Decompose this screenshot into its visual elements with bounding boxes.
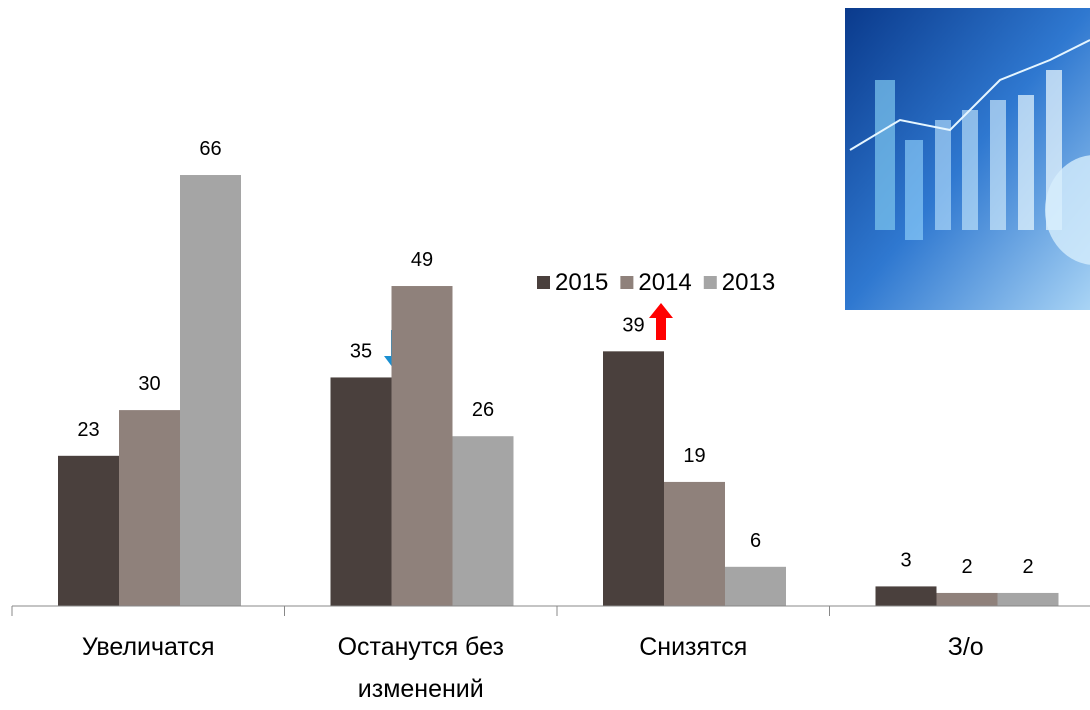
data-label: 26: [472, 399, 494, 421]
legend-swatch: [703, 276, 717, 289]
legend-label: 2015: [555, 269, 608, 296]
bar: [664, 481, 725, 606]
data-label: 6: [750, 530, 761, 552]
bar: [58, 455, 119, 606]
x-tick-label: Останутся без изменений: [337, 633, 504, 703]
data-label: 23: [77, 419, 99, 441]
data-label: 30: [138, 373, 160, 395]
x-tick-label: З/о: [947, 633, 984, 661]
legend-label: 2014: [638, 269, 691, 296]
bar: [391, 286, 453, 606]
data-label: 35: [350, 340, 372, 362]
bar: [119, 410, 180, 606]
bar: [452, 436, 514, 606]
x-tick-label: Снизятся: [639, 633, 748, 661]
bar: [725, 566, 786, 606]
data-label: 2: [1022, 556, 1033, 578]
up-arrow: [649, 303, 673, 340]
bar: [997, 592, 1059, 606]
data-label: 66: [199, 138, 221, 160]
bar: [875, 586, 937, 606]
legend-swatch: [537, 276, 550, 289]
bar: [330, 377, 392, 606]
data-label: 39: [622, 314, 644, 336]
bar: [180, 175, 241, 606]
chart: 23 30 66 35 49 26 39 19 6 3 2 2 2015 2014 2013: [11, 8, 1090, 616]
data-label: 19: [683, 445, 705, 467]
bar: [603, 351, 664, 606]
data-label: 2: [961, 556, 972, 578]
legend-swatch: [620, 276, 634, 289]
data-label: 49: [411, 249, 433, 271]
bar: [936, 592, 998, 606]
legend-label: 2013: [722, 269, 775, 296]
data-label: 3: [900, 549, 911, 571]
decorative-image: [845, 8, 1090, 310]
x-tick-label: Увеличатся: [81, 633, 215, 661]
